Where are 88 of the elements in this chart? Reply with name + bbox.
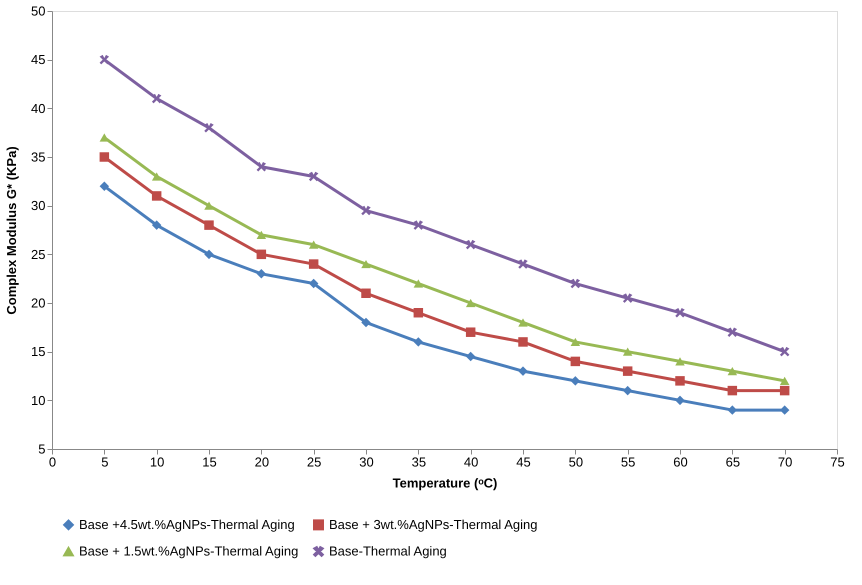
- y-tick-label: 20: [31, 296, 46, 310]
- point: [518, 318, 528, 327]
- point: [466, 240, 476, 250]
- x-tick-label: 40: [464, 454, 478, 470]
- x-tick-label: 75: [830, 454, 845, 470]
- point: [675, 308, 685, 318]
- point: [308, 259, 318, 269]
- point: [361, 288, 371, 298]
- point: [622, 366, 632, 376]
- point: [152, 172, 162, 181]
- x-tick-label: 50: [568, 454, 584, 470]
- x-tick-label: 35: [412, 454, 426, 470]
- y-tick-label: 10: [31, 392, 46, 408]
- point: [728, 405, 738, 415]
- point: [256, 269, 266, 279]
- point: [518, 337, 528, 347]
- point: [570, 338, 580, 346]
- x-tick-label: 60: [673, 454, 688, 470]
- point: [466, 327, 476, 337]
- point: [204, 202, 214, 210]
- y-tick-label: 25: [31, 246, 46, 262]
- x-tick-label: 0: [48, 454, 56, 470]
- point: [622, 348, 632, 356]
- point: [308, 240, 318, 249]
- point: [570, 376, 580, 386]
- y-tick-label: 40: [31, 100, 46, 116]
- point: [152, 191, 162, 201]
- point: [152, 94, 162, 104]
- y-tick-label: 15: [31, 344, 46, 360]
- point: [204, 123, 214, 133]
- point: [204, 220, 214, 230]
- y-tick-label: 35: [31, 150, 46, 164]
- point: [256, 162, 266, 172]
- point: [466, 298, 476, 308]
- legend-label: Base + 3wt.%AgNPs-Thermal Aging: [329, 516, 538, 532]
- point: [622, 386, 632, 396]
- point: [361, 260, 371, 268]
- point: [780, 386, 790, 396]
- y-tick-label: 30: [31, 198, 46, 214]
- point: [675, 357, 685, 366]
- x-tick-label: 25: [306, 454, 322, 470]
- x-tick-label: 65: [726, 454, 740, 470]
- point: [361, 318, 371, 328]
- point: [256, 230, 266, 239]
- x-tick-label: 10: [150, 454, 164, 470]
- point: [100, 133, 110, 142]
- point: [414, 279, 424, 288]
- x-tick-label: 55: [620, 454, 636, 470]
- x-tick-label: 20: [254, 454, 270, 470]
- point: [518, 259, 528, 269]
- legend-label: Base-Thermal Aging: [329, 544, 447, 558]
- point: [100, 152, 110, 162]
- point: [728, 327, 738, 337]
- point: [780, 405, 790, 415]
- point: [518, 366, 528, 376]
- x-tick-label: 70: [778, 454, 792, 470]
- point: [100, 54, 110, 64]
- point: [204, 250, 214, 260]
- point: [308, 278, 318, 288]
- x-tick-label: 30: [359, 454, 374, 470]
- point: [414, 220, 424, 230]
- point: [466, 352, 476, 362]
- y-tick-label: 5: [38, 442, 46, 456]
- point: [780, 346, 790, 356]
- x-tick-label: 45: [516, 454, 531, 470]
- point: [675, 396, 685, 406]
- point: [152, 220, 162, 230]
- y-tick-label: 50: [31, 4, 46, 18]
- point: [570, 356, 580, 366]
- point: [728, 367, 738, 376]
- point: [414, 308, 424, 318]
- legend-label: Base +4.5wt.%AgNPs-Thermal Aging: [79, 516, 295, 532]
- x-axis-title: Temperature (ᵒC): [392, 476, 498, 490]
- legend-label: Base + 1.5wt.%AgNPs-Thermal Aging: [79, 544, 298, 558]
- point: [570, 278, 580, 288]
- point: [622, 293, 632, 303]
- point: [414, 337, 424, 347]
- y-axis-title: Complex Modulus G* (KPa): [4, 146, 20, 315]
- x-tick-label: 5: [101, 454, 108, 470]
- y-tick-label: 45: [31, 52, 46, 68]
- point: [728, 386, 738, 396]
- point: [780, 376, 790, 385]
- point: [675, 376, 685, 386]
- x-tick-label: 15: [202, 454, 217, 470]
- point: [100, 181, 110, 191]
- point: [308, 172, 318, 182]
- point: [256, 250, 266, 260]
- point: [361, 206, 371, 216]
